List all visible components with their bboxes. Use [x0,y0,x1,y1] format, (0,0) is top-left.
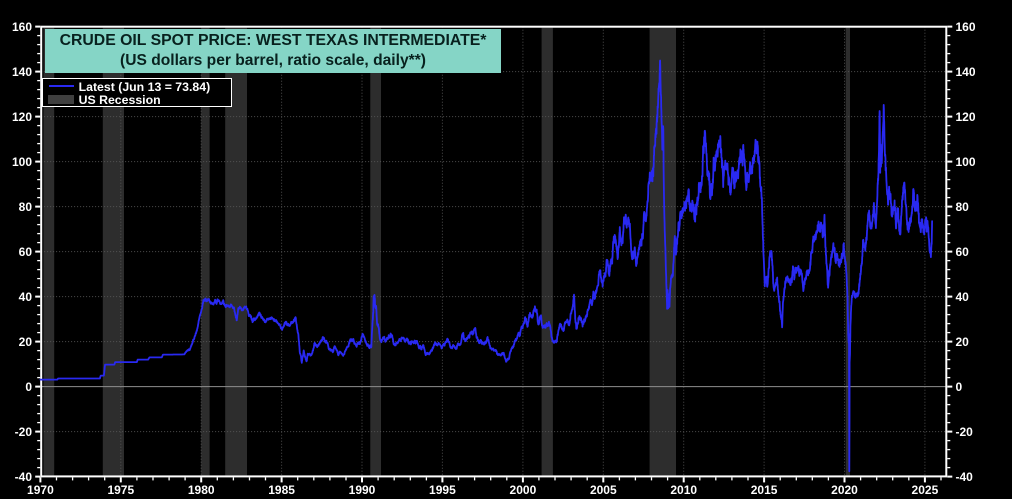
svg-text:20: 20 [19,335,33,349]
svg-text:-40: -40 [15,470,33,484]
svg-text:2010: 2010 [670,483,697,497]
svg-text:-40: -40 [956,470,974,484]
svg-text:120: 120 [956,110,976,124]
svg-text:1985: 1985 [268,483,295,497]
svg-text:2015: 2015 [751,483,778,497]
svg-text:60: 60 [956,245,970,259]
svg-text:80: 80 [956,200,970,214]
svg-text:0: 0 [25,380,32,394]
svg-text:2000: 2000 [510,483,537,497]
svg-text:140: 140 [956,65,976,79]
svg-text:160: 160 [956,20,976,34]
svg-text:60: 60 [19,245,33,259]
svg-text:100: 100 [12,155,32,169]
svg-text:0: 0 [956,380,963,394]
svg-text:2020: 2020 [831,483,858,497]
svg-text:140: 140 [12,65,32,79]
svg-text:1970: 1970 [27,483,54,497]
svg-text:40: 40 [19,290,33,304]
svg-text:2005: 2005 [590,483,617,497]
svg-text:1980: 1980 [188,483,215,497]
svg-text:40: 40 [956,290,970,304]
svg-text:1990: 1990 [349,483,376,497]
svg-text:1995: 1995 [429,483,456,497]
svg-text:2025: 2025 [912,483,939,497]
svg-text:100: 100 [956,155,976,169]
svg-text:-20: -20 [956,425,974,439]
svg-text:160: 160 [12,20,32,34]
svg-text:-20: -20 [15,425,33,439]
svg-text:80: 80 [19,200,33,214]
svg-text:120: 120 [12,110,32,124]
svg-text:1975: 1975 [107,483,134,497]
svg-text:20: 20 [956,335,970,349]
